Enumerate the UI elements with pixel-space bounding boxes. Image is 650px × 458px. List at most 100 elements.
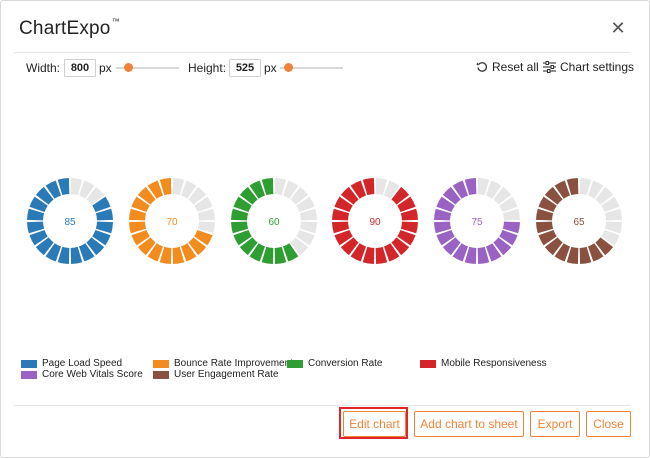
donut-segment [86, 186, 105, 205]
legend-label: Bounce Rate Improvement [174, 358, 293, 369]
donut-segment [434, 221, 452, 234]
donut-segment [194, 196, 213, 213]
donut-segment [249, 180, 266, 199]
legend-swatch [153, 359, 169, 368]
donut-segment [239, 237, 258, 256]
legend-swatch [21, 370, 37, 379]
donut-segment [137, 237, 156, 256]
height-slider-handle[interactable] [284, 63, 293, 72]
donut-segment [282, 180, 299, 199]
donut-segment [334, 229, 353, 246]
height-unit: px [264, 61, 277, 75]
edit-chart-button[interactable]: Edit chart [343, 411, 406, 437]
donut-segment [566, 178, 579, 196]
donut-segment [147, 243, 164, 262]
trademark-sign: ™ [111, 16, 120, 26]
legend-swatch [287, 359, 303, 368]
donut-segment [499, 229, 518, 246]
width-label: Width: [26, 61, 61, 75]
donut-segment [502, 221, 520, 234]
legend-item-core-web-vitals: Core Web Vitals Score [21, 369, 143, 380]
donut-segment [78, 243, 95, 262]
donut-segment [35, 186, 54, 205]
donut-segment [180, 243, 197, 262]
donut-segment [595, 186, 614, 205]
donut-segment [233, 196, 252, 213]
donut-segment [604, 208, 622, 221]
donut-segment [442, 186, 461, 205]
sliders-icon [543, 61, 556, 73]
donut-segment [180, 180, 197, 199]
footer-divider [14, 405, 630, 406]
donut-segment [502, 208, 520, 221]
donut-segment [29, 229, 48, 246]
donut-segment [70, 178, 83, 196]
donut-segment [601, 196, 620, 213]
donut-segment [452, 243, 469, 262]
donut-segment [57, 178, 70, 196]
reset-icon [476, 61, 488, 73]
donut-segment [159, 178, 172, 196]
donut-segment [452, 180, 469, 199]
donut-value-label: 90 [369, 217, 381, 228]
donut-segment [350, 180, 367, 199]
reset-all-button[interactable]: Reset all [476, 60, 539, 74]
donut-segment [604, 221, 622, 234]
donut-value-label: 65 [573, 217, 585, 228]
donut-segment [274, 178, 287, 196]
donut-segment [587, 180, 604, 199]
chart-settings-label: Chart settings [560, 60, 635, 74]
donut-segment [172, 246, 185, 264]
height-input[interactable]: 525 [229, 59, 261, 77]
chart-settings-button[interactable]: Chart settings [543, 60, 634, 74]
donut-segment [296, 229, 315, 246]
height-slider-track[interactable] [280, 67, 343, 69]
donut-segment [172, 178, 185, 196]
width-slider-handle[interactable] [124, 63, 133, 72]
donut-segment [29, 196, 48, 213]
donut-segment [188, 237, 207, 256]
donut-segment [296, 196, 315, 213]
donut-segment [400, 221, 418, 234]
donut-segment [45, 180, 62, 199]
donut-segment [45, 243, 62, 262]
donut-segment [274, 246, 287, 264]
donut-core-web-vitals-score: 75 [434, 178, 520, 264]
donut-segment [131, 196, 150, 213]
export-button[interactable]: Export [530, 411, 580, 437]
donut-segment [92, 229, 111, 246]
donut-segment [95, 221, 113, 234]
donut-segment [536, 221, 554, 234]
donut-segment [239, 186, 258, 205]
donut-segment [383, 243, 400, 262]
donut-value-label: 70 [166, 217, 178, 228]
donut-segment [544, 186, 563, 205]
donut-segment [78, 180, 95, 199]
width-slider-track[interactable] [116, 67, 179, 69]
legend-label: Core Web Vitals Score [42, 369, 143, 380]
donut-value-label: 85 [64, 217, 76, 228]
donut-segment [231, 221, 249, 234]
donut-segment [499, 196, 518, 213]
donut-segment [397, 196, 416, 213]
donut-segment [436, 196, 455, 213]
donut-segment [350, 243, 367, 262]
width-unit: px [99, 61, 112, 75]
donut-segment [194, 229, 213, 246]
donut-segment [137, 186, 156, 205]
donut-segment [391, 186, 410, 205]
close-button[interactable]: Close [586, 411, 631, 437]
donut-segment [595, 237, 614, 256]
width-input[interactable]: 800 [64, 59, 96, 77]
legend-label: Mobile Responsiveness [441, 358, 547, 369]
donut-segment [391, 237, 410, 256]
donut-segment [566, 246, 579, 264]
donut-segment [554, 243, 571, 262]
donut-charts: 85 70 60 90 75 65 [27, 178, 622, 264]
close-icon[interactable]: ✕ [610, 18, 626, 38]
donut-segment [400, 208, 418, 221]
donut-segment [299, 208, 317, 221]
edit-chart-highlight [339, 407, 408, 439]
add-chart-to-sheet-button[interactable]: Add chart to sheet [414, 411, 524, 437]
donut-mobile-responsiveness: 90 [332, 178, 418, 264]
